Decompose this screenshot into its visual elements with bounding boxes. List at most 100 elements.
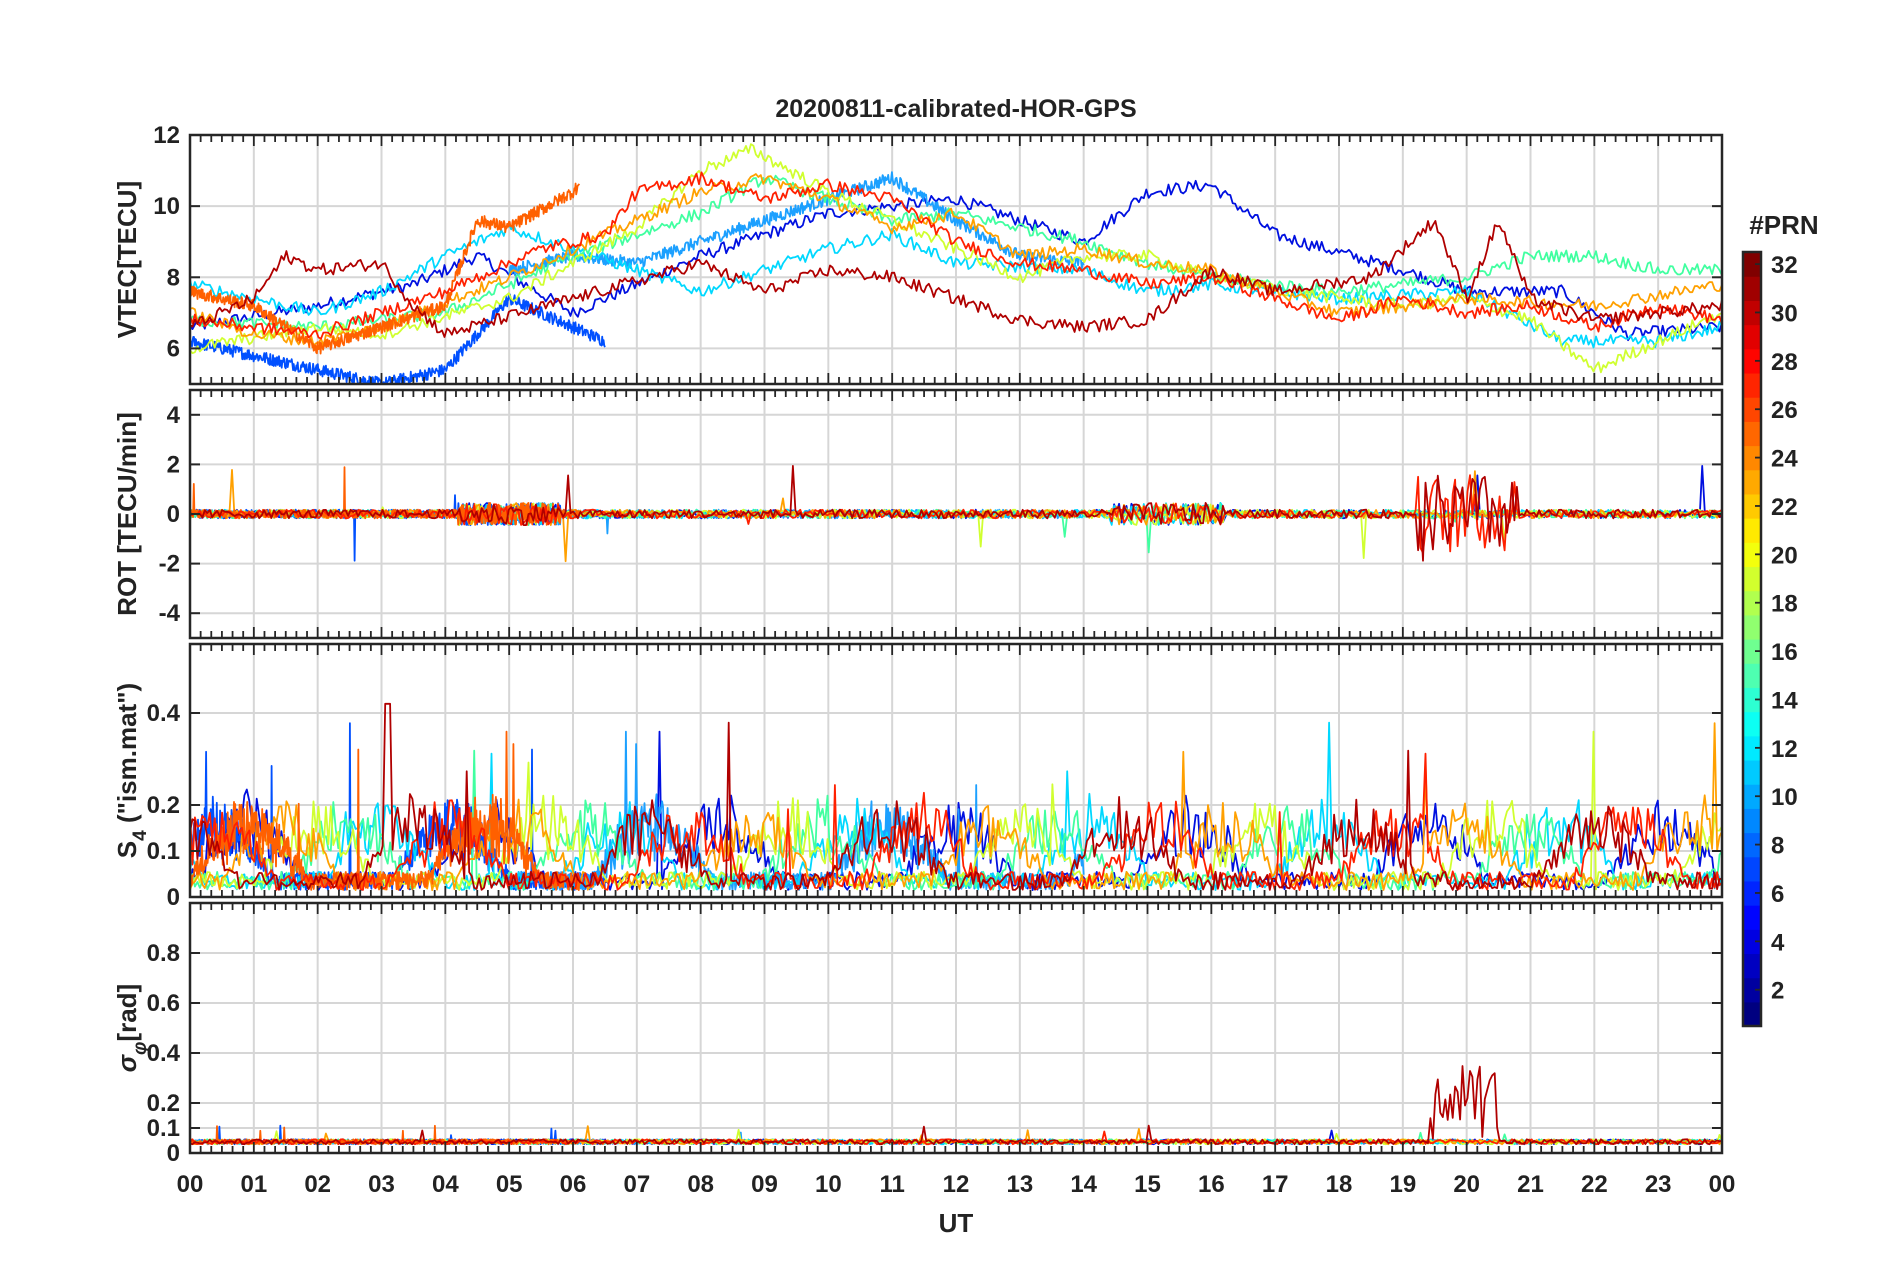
s4-ytick-label: 0 [167,884,180,911]
x-tick-label: 05 [496,1171,523,1198]
colorbar-tick-label: 6 [1771,881,1784,908]
sigma-ylabel-rest: [rad] [112,984,142,1042]
x-tick-label: 02 [304,1171,331,1198]
x-tick-label: 09 [751,1171,778,1198]
s4-ytick-label: 0.1 [147,838,180,865]
colorbar-bin [1743,276,1761,301]
x-tick-label: 07 [623,1171,650,1198]
sigma-ytick-label: 0.1 [147,1115,180,1142]
s4-ylabel-sub: 4 [130,830,151,841]
colorbar-bin [1743,832,1761,858]
colorbar-tick-label: 18 [1771,591,1798,618]
chart-title: 20200811-calibrated-HOR-GPS [775,95,1136,123]
s4-series-prn-25 [190,730,581,891]
colorbar-tick-label: 26 [1771,397,1798,424]
colorbar-bin [1743,905,1761,930]
colorbar-tick-label: 30 [1771,300,1798,327]
s4-series-prn-22 [190,722,1722,891]
panel-s4: 00.10.20.4S4 ("ism.mat") [112,642,1724,911]
rot-y-axis-label: ROT [TECU/min] [112,412,142,616]
colorbar-frame [1741,250,1763,1028]
s4-ytick-label: 0.2 [147,792,180,819]
sigma-ytick-label: 0.4 [147,1040,181,1067]
colorbar-bin [1743,1001,1761,1027]
vtec-series-group [190,143,1722,384]
vtec-series-prn-9 [508,171,1085,276]
colorbar-tick-label: 24 [1771,446,1798,473]
x-tick-label: 04 [432,1171,459,1198]
colorbar-bin [1743,808,1761,834]
vtec-series-prn-31 [190,220,1722,338]
colorbar-bin [1743,977,1761,1003]
x-tick-label: 01 [240,1171,267,1198]
x-tick-label: 21 [1517,1171,1544,1198]
colorbar-bin [1743,348,1761,374]
s4-series-group [190,702,1722,891]
colorbar-bin [1743,445,1761,471]
vtec-ytick-label: 8 [167,264,180,291]
x-tick-label: 11 [879,1171,904,1198]
colorbar-label: #PRN [1749,210,1818,240]
vtec-ytick-label: 6 [167,335,180,362]
colorbar-bin [1743,929,1761,955]
panel-vtec: 6 8 10 12 VTEC[TECU] [112,122,1724,386]
rot-series-group [190,465,1722,563]
colorbar-bin [1743,372,1761,398]
colorbar-bin [1743,590,1761,616]
colorbar-bin [1743,639,1761,664]
colorbar-bin [1743,324,1761,350]
x-tick-label: 18 [1326,1171,1353,1198]
x-tick-label: 22 [1581,1171,1608,1198]
colorbar-tick-label: 8 [1771,833,1784,860]
colorbar-bin [1743,566,1761,592]
colorbar-bin [1743,252,1761,277]
x-tick-label: 13 [1006,1171,1033,1198]
sigma-ytick-label: 0.6 [147,990,180,1017]
x-tick-label: 10 [815,1171,842,1198]
x-tick-label: 15 [1134,1171,1161,1198]
x-tick-label: 14 [1070,1171,1097,1198]
colorbar-tick-label: 10 [1771,784,1798,811]
colorbar-bin [1743,784,1761,809]
x-tick-label: 19 [1389,1171,1416,1198]
vtec-ytick-label: 10 [153,193,180,220]
colorbar-bin [1743,953,1761,979]
s4-ytick-label: 0.4 [147,700,181,727]
colorbar-tick-label: 12 [1771,736,1798,763]
x-tick-label: 06 [560,1171,587,1198]
colorbar-tick-label: 22 [1771,494,1798,521]
colorbar-tick-label: 14 [1771,687,1798,714]
vtec-series-prn-12 [190,223,1722,349]
vtec-series-prn-28 [190,171,1722,340]
colorbar-tick-label: 32 [1771,252,1798,279]
rot-ytick-label: 2 [167,451,180,478]
sigma-ytick-label: 0.2 [147,1090,180,1117]
colorbar-bin [1743,614,1761,640]
panel-rot: -4 -2 0 2 4 ROT [TECU/min] [112,388,1724,640]
x-tick-label: 12 [943,1171,970,1198]
s4-ylabel-main: S [112,841,142,858]
colorbar-bin [1743,421,1761,447]
colorbar-bin [1743,711,1761,737]
sigma-series-prn-31 [190,1065,1722,1146]
vtec-series-prn-25 [190,182,581,355]
colorbar-tick-label: 28 [1771,349,1798,376]
colorbar-bin [1743,397,1761,422]
rot-ytick-label: -4 [159,600,181,627]
vtec-series-prn-6 [190,293,606,384]
colorbar-tick-label: 20 [1771,542,1798,569]
sigma-ytick-label: 0 [167,1140,180,1167]
s4-series-prn-28 [190,752,1722,891]
x-tick-label: 17 [1262,1171,1289,1198]
x-tick-label: 03 [368,1171,395,1198]
s4-series-prn-31 [190,702,1722,891]
colorbar-bin [1743,300,1761,326]
x-tick-label: 23 [1645,1171,1672,1198]
colorbar-bin [1743,663,1761,688]
x-tick-label: 20 [1453,1171,1480,1198]
sigma-ylabel-main: σ [112,1053,142,1072]
sigma-ytick-label: 0.8 [147,940,180,967]
sigma-y-axis-label: σφ[rad] [112,984,151,1072]
